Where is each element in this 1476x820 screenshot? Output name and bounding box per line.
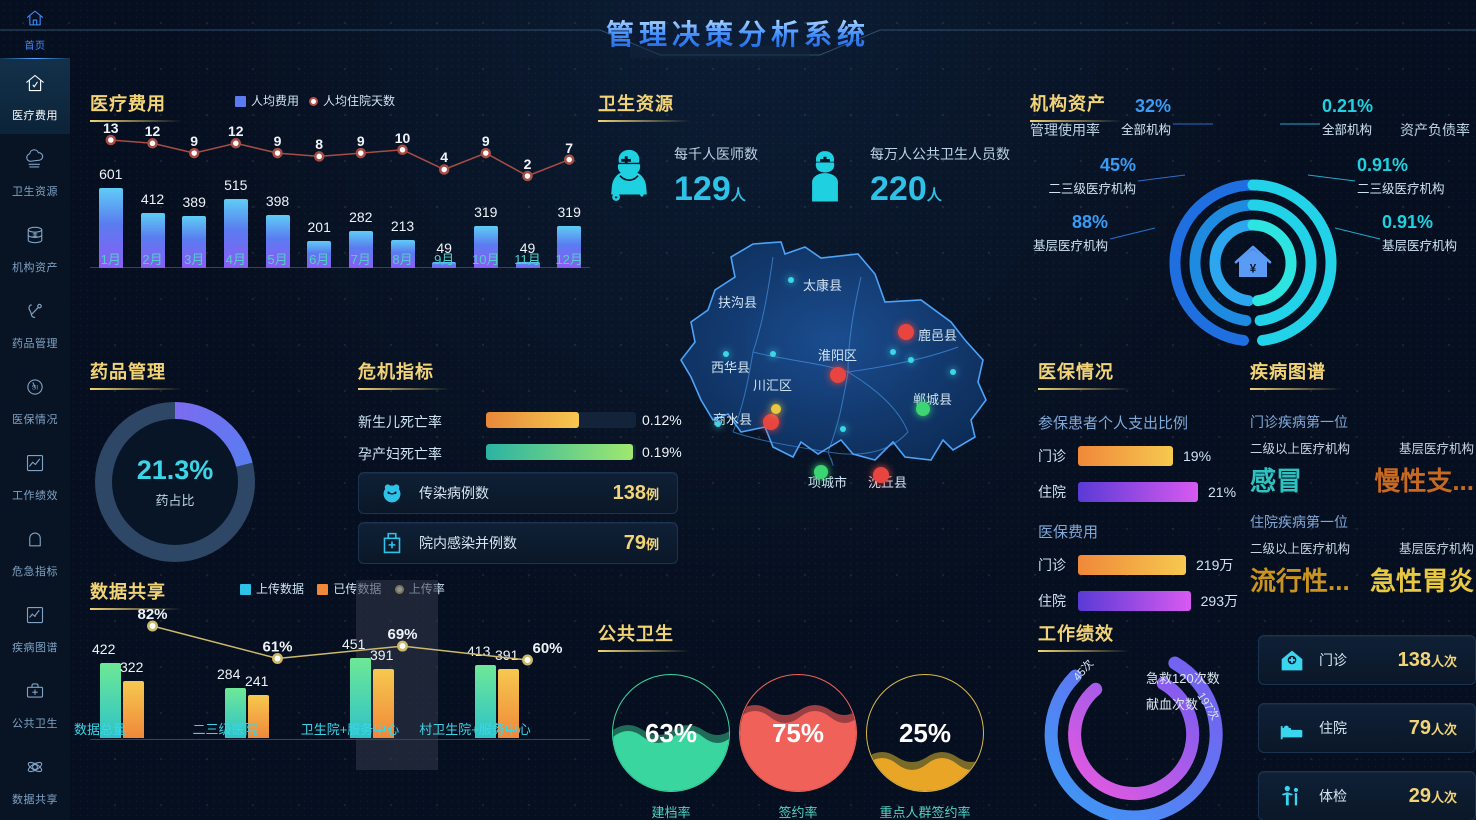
svg-text:9: 9 [357, 133, 365, 149]
svg-text:淮阳区: 淮阳区 [818, 348, 857, 363]
svg-text:2: 2 [524, 156, 532, 172]
svg-text:全部机构: 全部机构 [1322, 122, 1372, 137]
svg-text:45%: 45% [1100, 155, 1136, 175]
svg-text:32%: 32% [1135, 96, 1171, 116]
svg-text:60%: 60% [532, 640, 562, 657]
svg-text:二三级医疗机构: 二三级医疗机构 [1048, 181, 1136, 196]
svg-text:西华县: 西华县 [711, 360, 750, 375]
svg-text:61%: 61% [262, 639, 292, 656]
svg-text:9: 9 [274, 133, 282, 149]
svg-text:8: 8 [315, 136, 323, 152]
svg-text:基层医疗机构: 基层医疗机构 [1033, 238, 1108, 253]
svg-text:9: 9 [190, 133, 198, 149]
svg-text:基层医疗机构: 基层医疗机构 [1382, 238, 1457, 253]
svg-text:12: 12 [228, 123, 244, 139]
svg-text:0.21%: 0.21% [1322, 96, 1373, 116]
svg-text:SI: SI [32, 384, 39, 391]
svg-text:88%: 88% [1072, 212, 1108, 232]
svg-text:扶沟县: 扶沟县 [718, 295, 757, 310]
svg-text:82%: 82% [137, 606, 167, 623]
svg-text:鹿邑县: 鹿邑县 [918, 328, 957, 343]
svg-text:项城市: 项城市 [808, 475, 847, 490]
svg-text:太康县: 太康县 [803, 278, 842, 293]
svg-text:4: 4 [440, 149, 448, 165]
svg-text:0.91%: 0.91% [1357, 155, 1408, 175]
svg-text:69%: 69% [387, 626, 417, 643]
svg-text:10: 10 [395, 130, 411, 146]
svg-text:0.91%: 0.91% [1382, 212, 1433, 232]
svg-text:全部机构: 全部机构 [1121, 122, 1171, 137]
svg-text:川汇区: 川汇区 [753, 378, 792, 393]
svg-text:13: 13 [103, 120, 119, 136]
svg-text:7: 7 [565, 140, 573, 156]
svg-text:¥: ¥ [1250, 264, 1257, 276]
svg-text:9: 9 [482, 133, 490, 149]
svg-text:12: 12 [145, 123, 161, 139]
svg-text:二三级医疗机构: 二三级医疗机构 [1357, 181, 1445, 196]
